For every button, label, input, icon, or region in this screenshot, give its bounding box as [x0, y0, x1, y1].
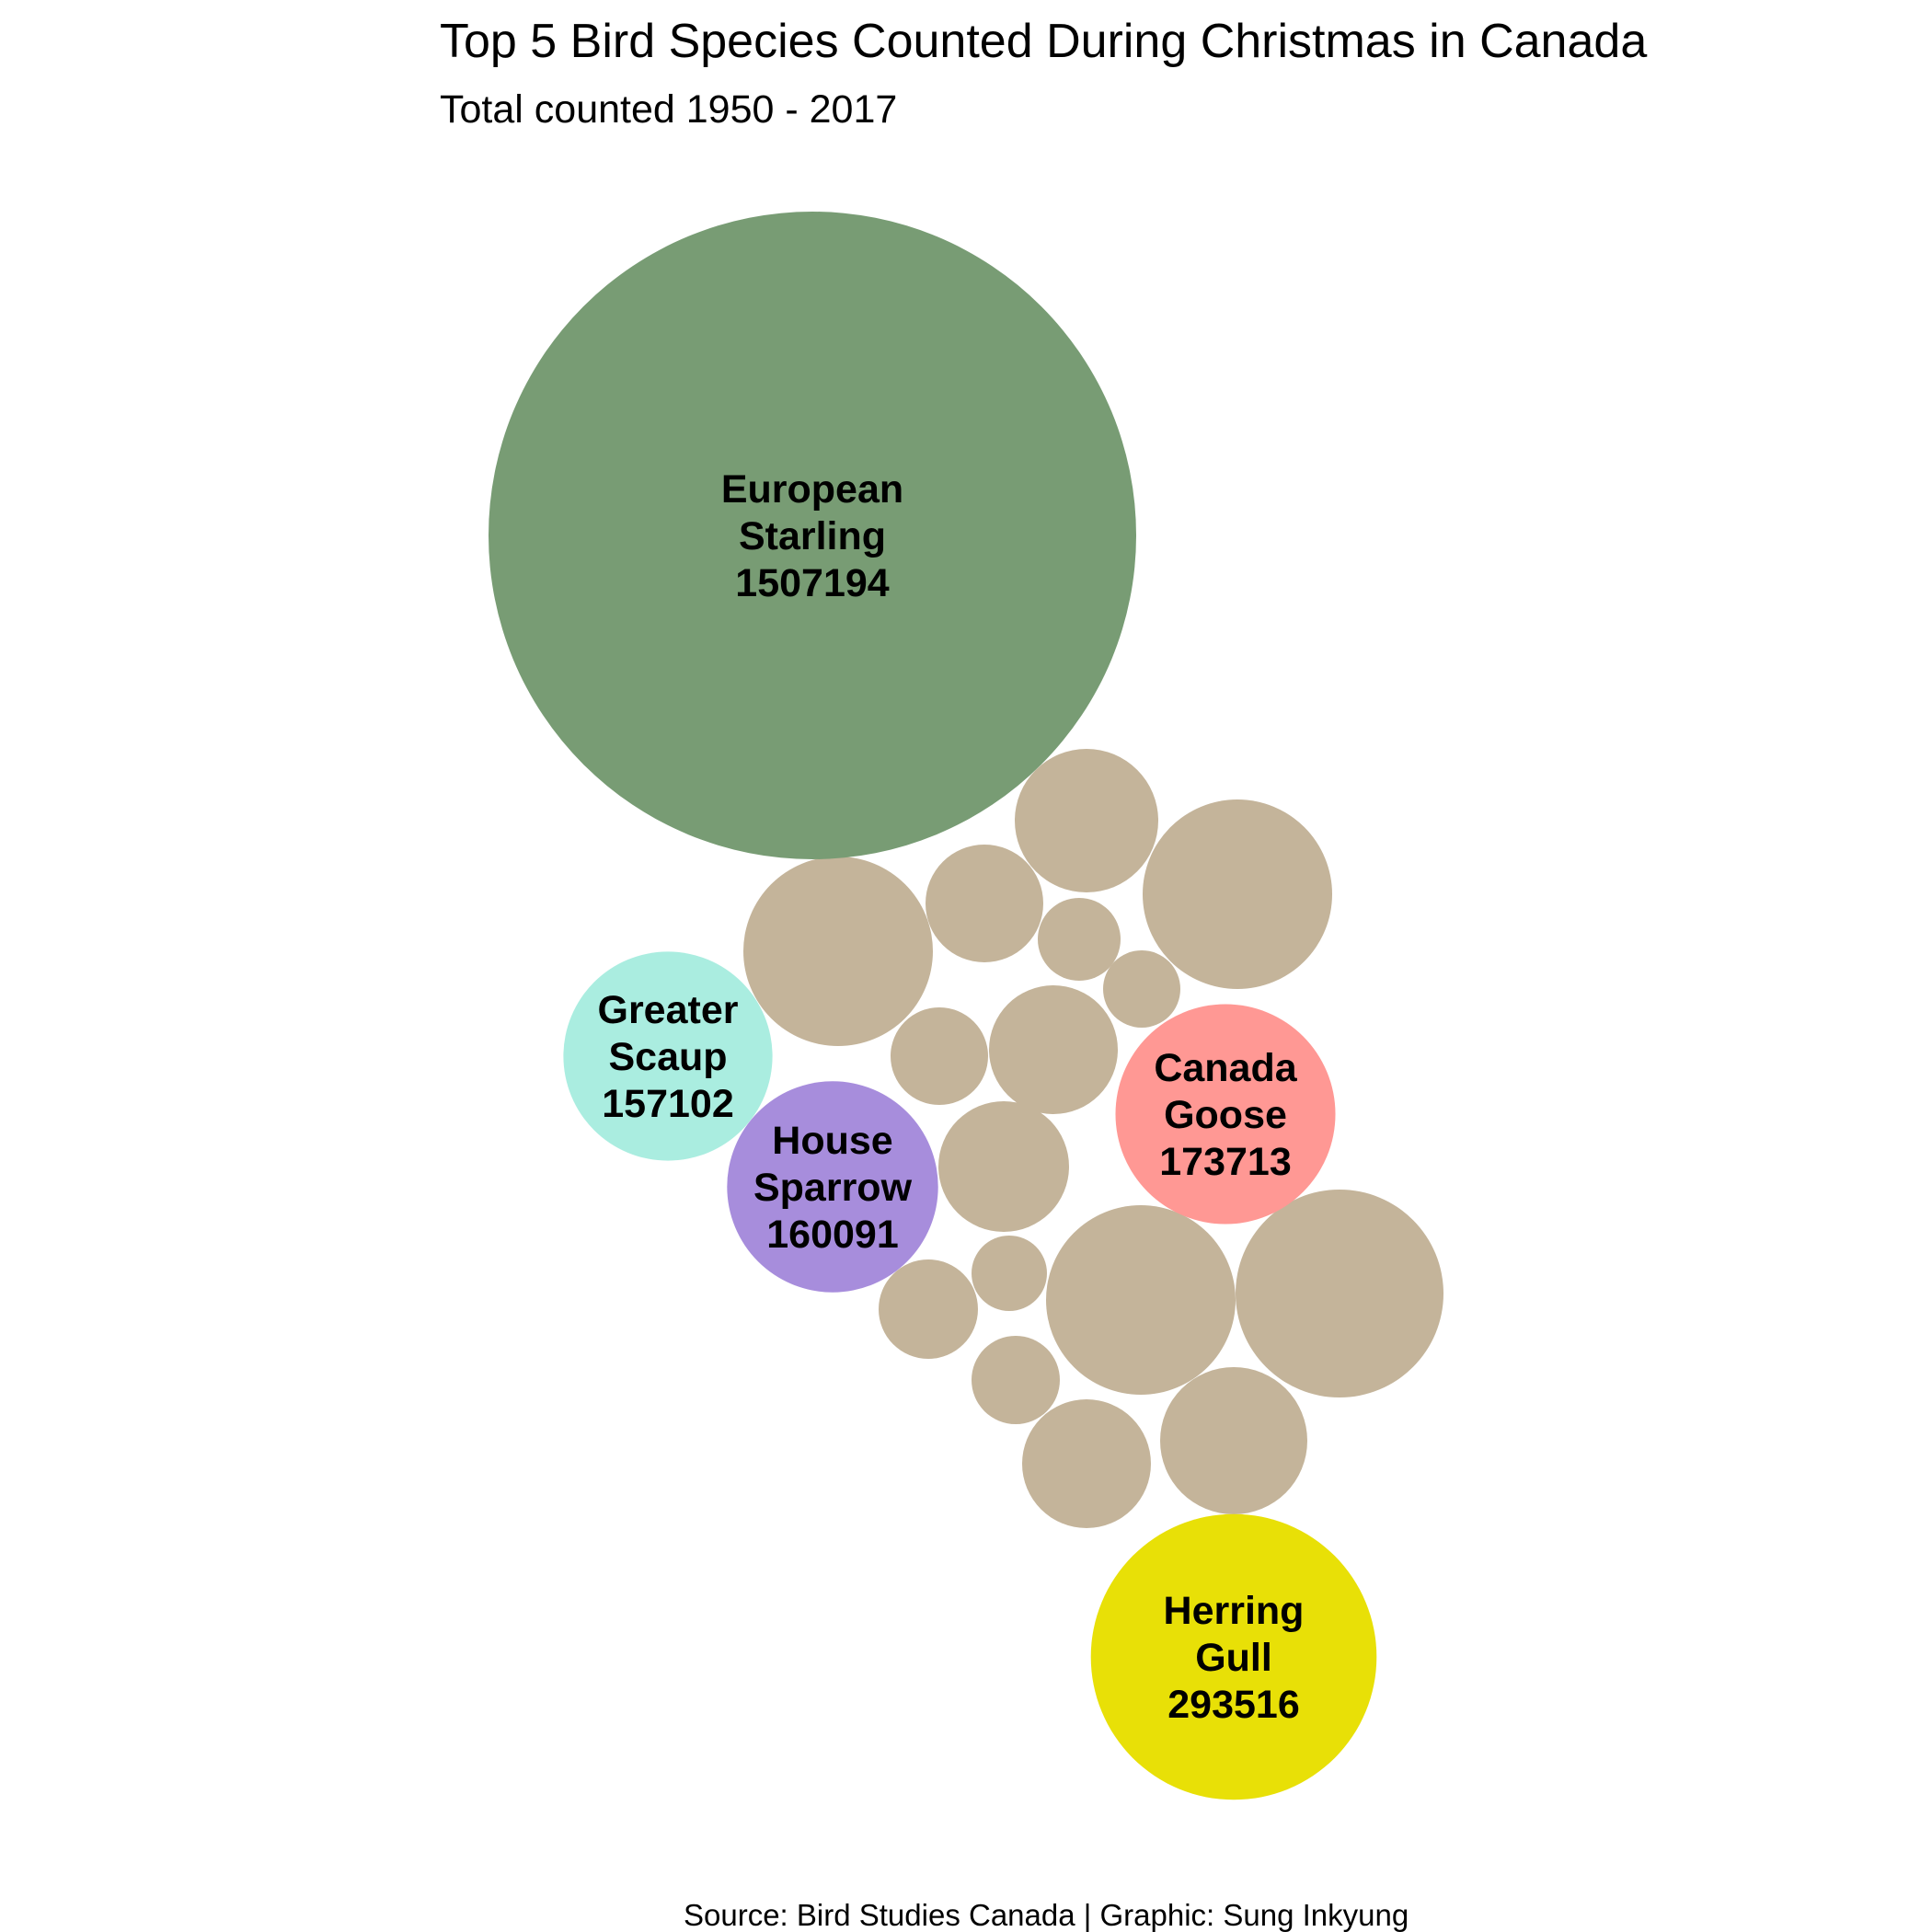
chart-caption: Source: Bird Studies Canada | Graphic: S… — [684, 1898, 1409, 1932]
bubble-label-herring-gull: Gull — [1195, 1636, 1272, 1680]
other-species-bubble — [1103, 950, 1180, 1028]
bubbles-group — [489, 212, 1443, 1800]
bubble-label-greater-scaup: Scaup — [608, 1035, 727, 1079]
other-species-bubble — [972, 1336, 1060, 1424]
bubble-label-house-sparrow: House — [772, 1119, 892, 1163]
other-species-bubble — [1046, 1205, 1236, 1395]
bubble-label-canada-goose: Goose — [1164, 1093, 1287, 1137]
bubble-label-european-starling: Starling — [739, 514, 886, 558]
bubble-european-starling — [489, 212, 1136, 859]
bubble-value-house-sparrow: 160091 — [766, 1213, 899, 1257]
other-species-bubble — [926, 845, 1043, 962]
bubble-label-canada-goose: Canada — [1154, 1046, 1297, 1090]
other-species-bubble — [1160, 1367, 1307, 1514]
bubble-label-herring-gull: Herring — [1164, 1589, 1305, 1633]
other-species-bubble — [1236, 1190, 1443, 1397]
bubble-house-sparrow — [727, 1081, 938, 1293]
other-species-bubble — [891, 1007, 988, 1105]
bubble-label-house-sparrow: Sparrow — [753, 1166, 913, 1210]
bubble-label-greater-scaup: Greater — [598, 988, 739, 1032]
bubble-value-european-starling: 1507194 — [735, 561, 889, 605]
other-species-bubble — [1143, 799, 1332, 989]
bubble-value-greater-scaup: 157102 — [602, 1082, 734, 1126]
other-species-bubble — [1015, 749, 1158, 892]
other-species-bubble — [989, 985, 1118, 1114]
bubble-canada-goose — [1115, 1004, 1336, 1225]
bubble-value-canada-goose: 173713 — [1159, 1140, 1292, 1184]
bubble-value-herring-gull: 293516 — [1167, 1683, 1300, 1727]
other-species-bubble — [972, 1236, 1047, 1311]
other-species-bubble — [1038, 898, 1121, 981]
chart-subtitle: Total counted 1950 - 2017 — [440, 87, 897, 132]
bubble-greater-scaup — [563, 951, 773, 1161]
other-species-bubble — [743, 857, 933, 1046]
other-species-bubble — [879, 1259, 978, 1359]
bubble-herring-gull — [1090, 1513, 1377, 1800]
other-species-bubble — [1022, 1399, 1151, 1528]
bubble-label-european-starling: European — [721, 467, 903, 512]
chart-title: Top 5 Bird Species Counted During Christ… — [440, 15, 1647, 68]
other-species-bubble — [938, 1101, 1069, 1232]
